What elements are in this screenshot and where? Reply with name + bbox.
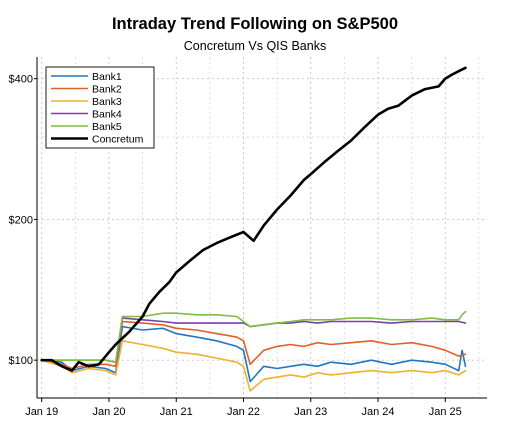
x-tick-label: Jan 19 [25, 406, 58, 418]
axes: $100 $200 $400 Jan 19 Jan 20 Jan 21 Jan 22 Jan … [9, 57, 487, 418]
x-tick-label: Jan 22 [227, 406, 260, 418]
series-line-bank2 [40, 320, 467, 370]
series-line-bank3 [40, 339, 467, 392]
chart-title: Intraday Trend Following on S&P500 [112, 15, 398, 33]
legend-label-bank3: Bank3 [92, 96, 122, 108]
legend-label-bank2: Bank2 [92, 83, 122, 95]
x-tick-label: Jan 23 [294, 406, 327, 418]
y-tick-label: $200 [9, 214, 33, 226]
legend-box [45, 66, 155, 149]
legend-label-bank1: Bank1 [92, 71, 122, 83]
x-tick-label: Jan 20 [92, 406, 125, 418]
legend-label-concretum: Concretum [92, 133, 144, 145]
legend-label-bank4: Bank4 [92, 108, 122, 120]
legend-label-bank5: Bank5 [92, 121, 122, 133]
y-tick-label: $100 [9, 355, 33, 367]
x-tick-label: Jan 24 [362, 406, 395, 418]
series-lines [40, 66, 467, 392]
series-line-bank5 [40, 310, 467, 364]
x-tick-label: Jan 25 [429, 406, 462, 418]
series-line-bank1 [40, 325, 467, 383]
series-line-concretum [40, 66, 467, 372]
chart-subtitle: Concretum Vs QIS Banks [184, 39, 326, 53]
y-tick-label: $400 [9, 74, 33, 86]
x-tick-label: Jan 21 [160, 406, 193, 418]
